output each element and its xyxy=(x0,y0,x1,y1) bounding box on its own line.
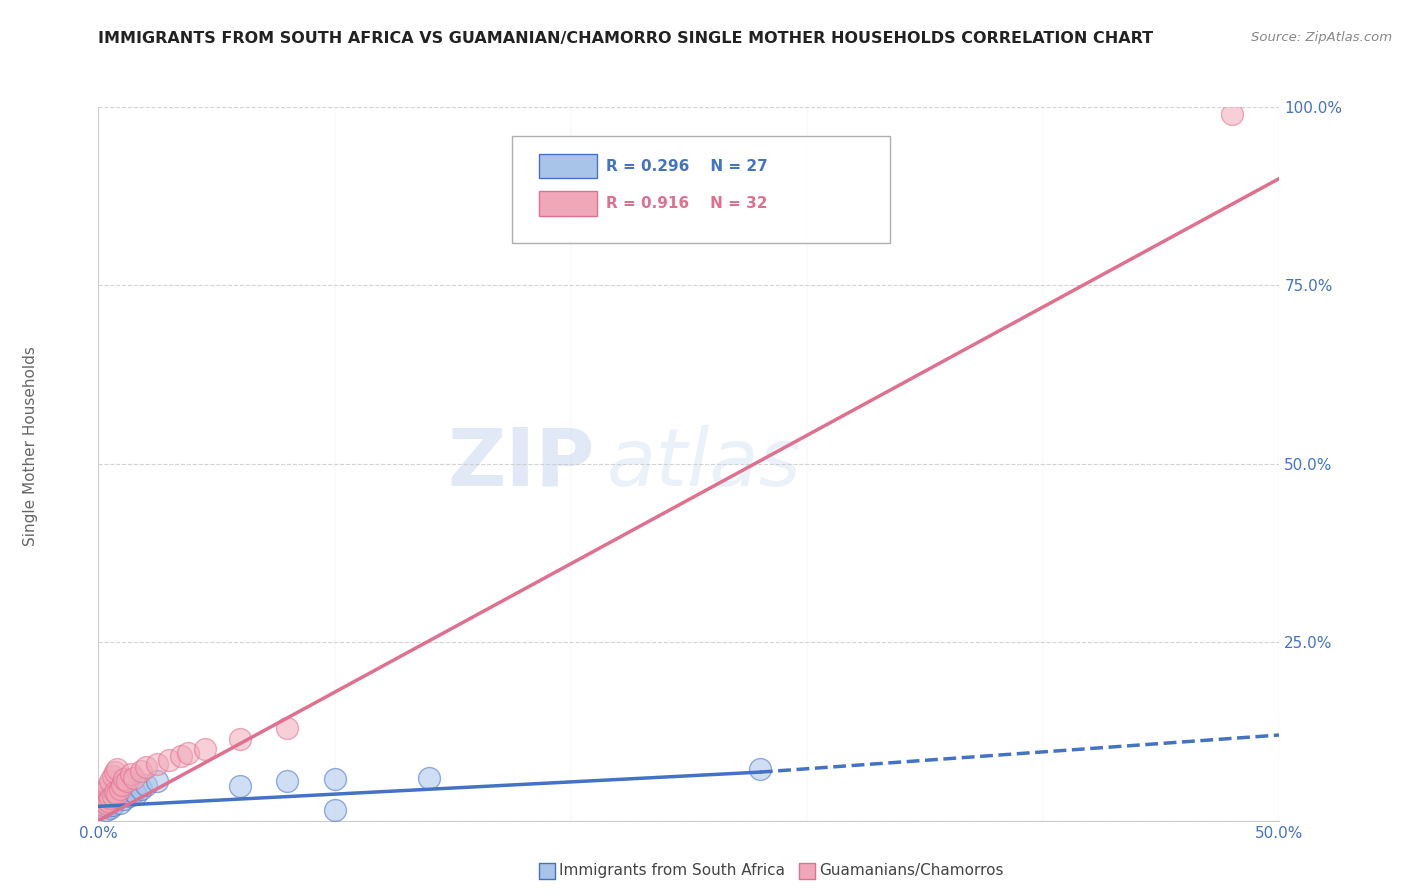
Point xyxy=(94,796,117,810)
Point xyxy=(323,772,346,787)
Point xyxy=(105,787,128,801)
Point xyxy=(97,780,120,794)
Point xyxy=(101,797,124,812)
Text: R = 0.916    N = 32: R = 0.916 N = 32 xyxy=(606,196,768,211)
Text: Source: ZipAtlas.com: Source: ZipAtlas.com xyxy=(1251,31,1392,45)
Point xyxy=(229,780,252,794)
Point xyxy=(91,787,114,801)
Text: atlas: atlas xyxy=(606,425,801,503)
FancyBboxPatch shape xyxy=(512,136,890,243)
Point xyxy=(108,781,131,796)
Text: IMMIGRANTS FROM SOUTH AFRICA VS GUAMANIAN/CHAMORRO SINGLE MOTHER HOUSEHOLDS CORR: IMMIGRANTS FROM SOUTH AFRICA VS GUAMANIA… xyxy=(98,31,1153,46)
Point xyxy=(122,785,145,799)
FancyBboxPatch shape xyxy=(538,191,596,216)
Point xyxy=(418,771,440,785)
Point xyxy=(146,774,169,789)
Point xyxy=(229,731,252,746)
Point xyxy=(90,801,112,815)
Point xyxy=(104,790,127,805)
Point xyxy=(98,774,121,789)
Point xyxy=(1220,107,1243,121)
Point xyxy=(125,787,148,801)
Point xyxy=(90,799,112,814)
Point xyxy=(157,753,180,767)
Point xyxy=(129,781,152,796)
Point xyxy=(90,792,112,806)
Point xyxy=(94,792,117,806)
Point xyxy=(135,778,157,792)
Point xyxy=(98,794,121,808)
Point xyxy=(97,799,120,814)
Point xyxy=(121,767,143,781)
Point xyxy=(105,762,128,776)
Point xyxy=(101,789,124,803)
Point xyxy=(984,863,1007,878)
FancyBboxPatch shape xyxy=(538,154,596,178)
Point xyxy=(108,796,131,810)
Point xyxy=(105,787,128,801)
Point xyxy=(91,796,114,810)
Point xyxy=(98,790,121,805)
Text: ZIP: ZIP xyxy=(447,425,595,503)
Text: R = 0.296    N = 27: R = 0.296 N = 27 xyxy=(606,159,768,174)
Point xyxy=(748,762,770,776)
Point xyxy=(97,794,120,808)
Point xyxy=(115,774,138,789)
Point xyxy=(112,792,135,806)
Point xyxy=(122,771,145,785)
Point xyxy=(276,774,298,789)
Point xyxy=(111,778,134,792)
Point xyxy=(91,797,114,812)
Point xyxy=(94,783,117,797)
Point xyxy=(146,756,169,771)
Point xyxy=(94,803,117,817)
Point xyxy=(104,765,127,780)
Point xyxy=(111,783,134,797)
Point xyxy=(135,760,157,774)
Point xyxy=(112,772,135,787)
Text: Guamanians/Chamorros: Guamanians/Chamorros xyxy=(818,863,1004,878)
Point xyxy=(323,803,346,817)
Text: Immigrants from South Africa: Immigrants from South Africa xyxy=(560,863,785,878)
Point xyxy=(101,769,124,783)
Point xyxy=(118,789,141,803)
Point xyxy=(276,721,298,735)
Point xyxy=(115,780,138,794)
Point xyxy=(194,742,217,756)
Point xyxy=(129,764,152,778)
Point xyxy=(170,749,193,764)
Point xyxy=(98,801,121,815)
Point xyxy=(104,785,127,799)
Point xyxy=(177,746,200,760)
Point xyxy=(97,789,120,803)
Text: Single Mother Households: Single Mother Households xyxy=(24,346,38,546)
